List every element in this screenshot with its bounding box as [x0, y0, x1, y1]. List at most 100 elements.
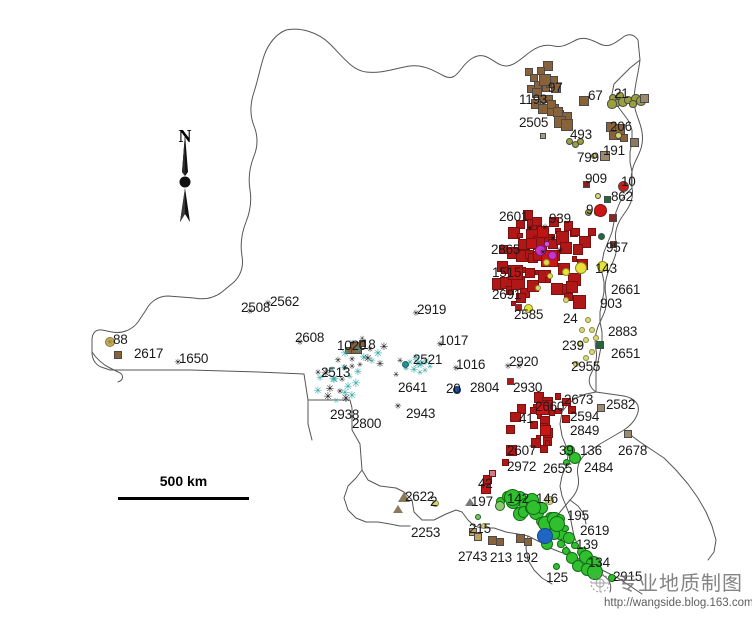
- deposit-marker-circle: [617, 180, 629, 192]
- deposit-marker-square: [506, 424, 516, 434]
- deposit-marker-star: ✳: [409, 365, 419, 377]
- deposit-marker-square: [571, 227, 580, 236]
- deposit-label: 2930: [513, 380, 543, 395]
- deposit-marker-triangle: [398, 492, 410, 502]
- deposit-label: 20: [446, 381, 461, 396]
- deposit-marker-square: [554, 392, 562, 400]
- deposit-marker-circle: [582, 336, 590, 344]
- deposit-marker-square: [629, 137, 639, 147]
- deposit-label: 2505: [519, 115, 549, 130]
- deposit-marker-star: ✳: [411, 353, 421, 365]
- deposit-label: 2608: [295, 330, 325, 345]
- deposit-marker-circle: [576, 340, 584, 348]
- deposit-marker-star: ✳: [416, 357, 426, 371]
- deposit-label: 197: [471, 494, 493, 509]
- deposit-marker-circle: [624, 96, 632, 104]
- deposit-marker-triangle: [393, 505, 403, 513]
- deposit-marker-star: ✳: [346, 372, 354, 382]
- deposit-marker-circle: [495, 501, 505, 511]
- deposit-marker-star: ✳: [106, 337, 114, 348]
- deposit-label: 2601: [499, 209, 529, 224]
- deposit-marker-star: ✳: [541, 222, 549, 233]
- deposit-marker-circle: [481, 523, 487, 529]
- deposit-marker-star: ✳: [394, 401, 402, 412]
- deposit-marker-square: [555, 408, 562, 415]
- deposit-label: 9: [586, 202, 594, 217]
- deposit-marker-circle: [547, 273, 553, 279]
- deposit-marker-star: ✳: [332, 396, 340, 406]
- deposit-marker-square: [544, 440, 551, 446]
- deposit-marker-square: [506, 377, 514, 385]
- deposit-marker-star: ✳: [264, 298, 272, 309]
- deposit-marker-star: ✳: [348, 361, 356, 371]
- deposit-marker-star: ✳: [416, 368, 424, 378]
- deposit-marker-square: [535, 401, 549, 415]
- deposit-marker-circle: [542, 258, 550, 266]
- deposit-marker-star: ✳: [353, 345, 363, 357]
- deposit-marker-star: ✳: [556, 245, 564, 256]
- deposit-marker-square: [114, 351, 122, 359]
- deposit-marker-circle: [534, 244, 546, 256]
- deposit-marker-square: [482, 474, 492, 484]
- deposit-label: 2972: [507, 459, 537, 474]
- deposit-marker-star: ✳: [343, 379, 353, 393]
- deposit-marker-circle: [565, 552, 578, 564]
- deposit-label: 2691: [492, 287, 522, 302]
- deposit-label: 213: [490, 550, 512, 565]
- deposit-label: 1650: [179, 351, 209, 366]
- deposit-marker-star: ✳: [323, 389, 333, 403]
- deposit-marker-square: [500, 266, 508, 274]
- deposit-marker-star: ✳: [336, 385, 344, 396]
- deposit-marker-star: ✳: [338, 373, 346, 384]
- deposit-label: 2513: [321, 365, 351, 380]
- deposit-marker-star: ✳: [412, 308, 420, 319]
- deposit-marker-circle: [587, 564, 604, 580]
- deposit-marker-circle: [537, 528, 553, 544]
- deposit-marker-square: [516, 219, 526, 229]
- deposit-label: 195: [567, 508, 589, 523]
- deposit-marker-circle: [523, 303, 533, 313]
- deposit-label: 125: [546, 570, 568, 585]
- deposit-marker-square: [588, 227, 597, 236]
- deposit-marker-square: [639, 93, 649, 103]
- deposit-marker-square: [537, 226, 549, 238]
- deposit-marker-square: [542, 60, 554, 72]
- deposit-marker-star: ✳: [436, 339, 444, 350]
- deposit-marker-circle: [576, 137, 584, 145]
- deposit-marker-square: [553, 107, 563, 117]
- deposit-label: 2865: [491, 242, 521, 257]
- deposit-marker-square: [548, 409, 555, 416]
- deposit-marker-triangle: [465, 498, 475, 506]
- scale-bar: [118, 497, 249, 500]
- deposit-marker-star: ✳: [341, 391, 351, 405]
- deposit-label: 1020: [337, 338, 367, 353]
- deposit-label: 939: [549, 211, 571, 226]
- deposit-marker-star: ✳: [348, 338, 356, 348]
- deposit-label: 41: [519, 411, 534, 426]
- deposit-marker-square: [532, 88, 542, 98]
- deposit-marker-star: ✳: [402, 364, 410, 373]
- deposit-marker-star: ✳: [357, 360, 363, 370]
- deposit-marker-circle: [562, 268, 570, 276]
- deposit-marker-star: ✳: [412, 356, 424, 372]
- deposit-marker-star: ✳: [348, 353, 356, 364]
- deposit-marker-circle: [614, 131, 622, 139]
- deposit-marker-square: [596, 341, 604, 349]
- deposit-label: 215: [469, 521, 491, 536]
- deposit-label: 2585: [514, 307, 544, 322]
- deposit-marker-circle: [503, 488, 521, 506]
- deposit-marker-square: [516, 293, 526, 303]
- deposit-marker-circle: [552, 562, 560, 570]
- deposit-marker-star: ✳: [379, 341, 389, 354]
- deposit-label: 2508: [241, 300, 271, 315]
- deposit-marker-circle: [578, 326, 586, 334]
- deposit-marker-square: [572, 295, 587, 309]
- watermark-row: 专业地质制图: [588, 571, 743, 595]
- deposit-marker-circle: [525, 499, 541, 515]
- deposit-marker-star: ✳: [549, 233, 557, 244]
- deposit-marker-circle: [453, 386, 461, 394]
- deposit-label: 2253: [411, 525, 441, 540]
- deposit-label: 136: [580, 443, 602, 458]
- deposit-label: 862: [611, 189, 633, 204]
- deposit-marker-star: ✳: [316, 373, 324, 385]
